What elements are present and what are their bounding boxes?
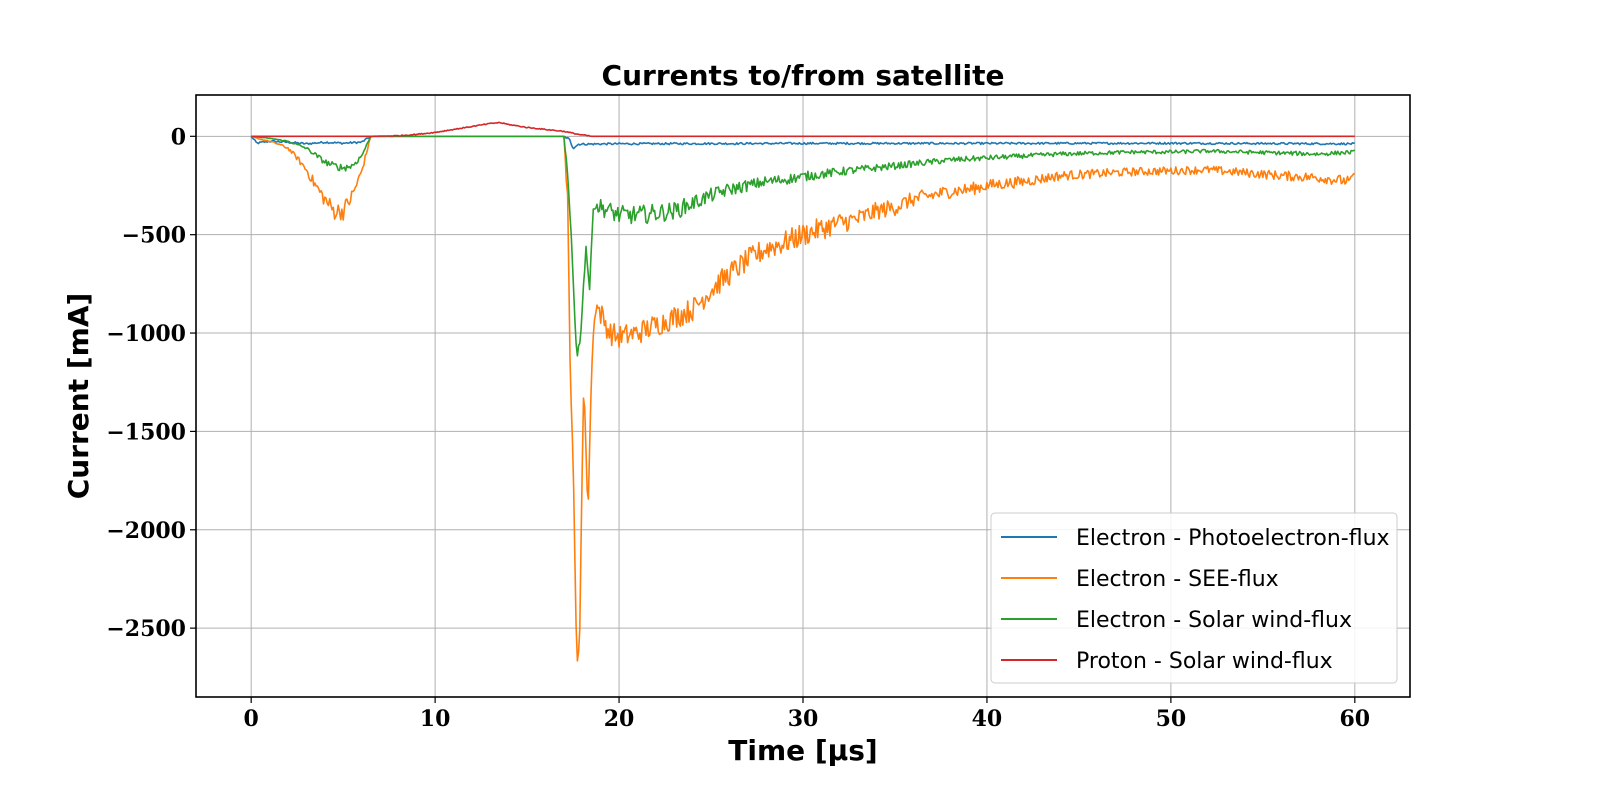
y-axis-label: Current [mA] <box>62 293 95 500</box>
legend: Electron - Photoelectron-flux Electron - … <box>990 512 1398 684</box>
legend-box <box>990 512 1398 684</box>
y-tick-label: −1500 <box>106 419 186 445</box>
x-tick-label: 60 <box>1340 706 1371 732</box>
x-tick-label: 50 <box>1156 706 1187 732</box>
x-tick-label: 30 <box>788 706 819 732</box>
y-tick-label: −2000 <box>106 518 186 544</box>
y-tick-label: −1000 <box>106 321 186 347</box>
y-tick-label: −2500 <box>106 616 186 642</box>
x-axis-label: Time [μs] <box>728 734 877 767</box>
y-axis-ticks: 0 −500 −1000 −1500 −2000 −2500 <box>106 124 196 642</box>
chart-title: Currents to/from satellite <box>602 59 1005 92</box>
x-tick-label: 40 <box>972 706 1003 732</box>
x-tick-label: 10 <box>420 706 451 732</box>
series-line-2 <box>251 135 1355 357</box>
x-axis-ticks: 0 10 20 30 40 50 60 <box>244 697 1371 732</box>
legend-label: Electron - SEE-flux <box>1076 567 1279 592</box>
x-tick-label: 0 <box>244 706 259 732</box>
legend-label: Electron - Solar wind-flux <box>1076 608 1352 633</box>
legend-label: Electron - Photoelectron-flux <box>1076 526 1390 551</box>
y-tick-label: 0 <box>171 124 186 150</box>
x-tick-label: 20 <box>604 706 635 732</box>
y-tick-label: −500 <box>122 223 186 249</box>
legend-label: Proton - Solar wind-flux <box>1076 649 1333 674</box>
series-line-3 <box>251 121 1355 138</box>
series-lines <box>250 121 1355 662</box>
